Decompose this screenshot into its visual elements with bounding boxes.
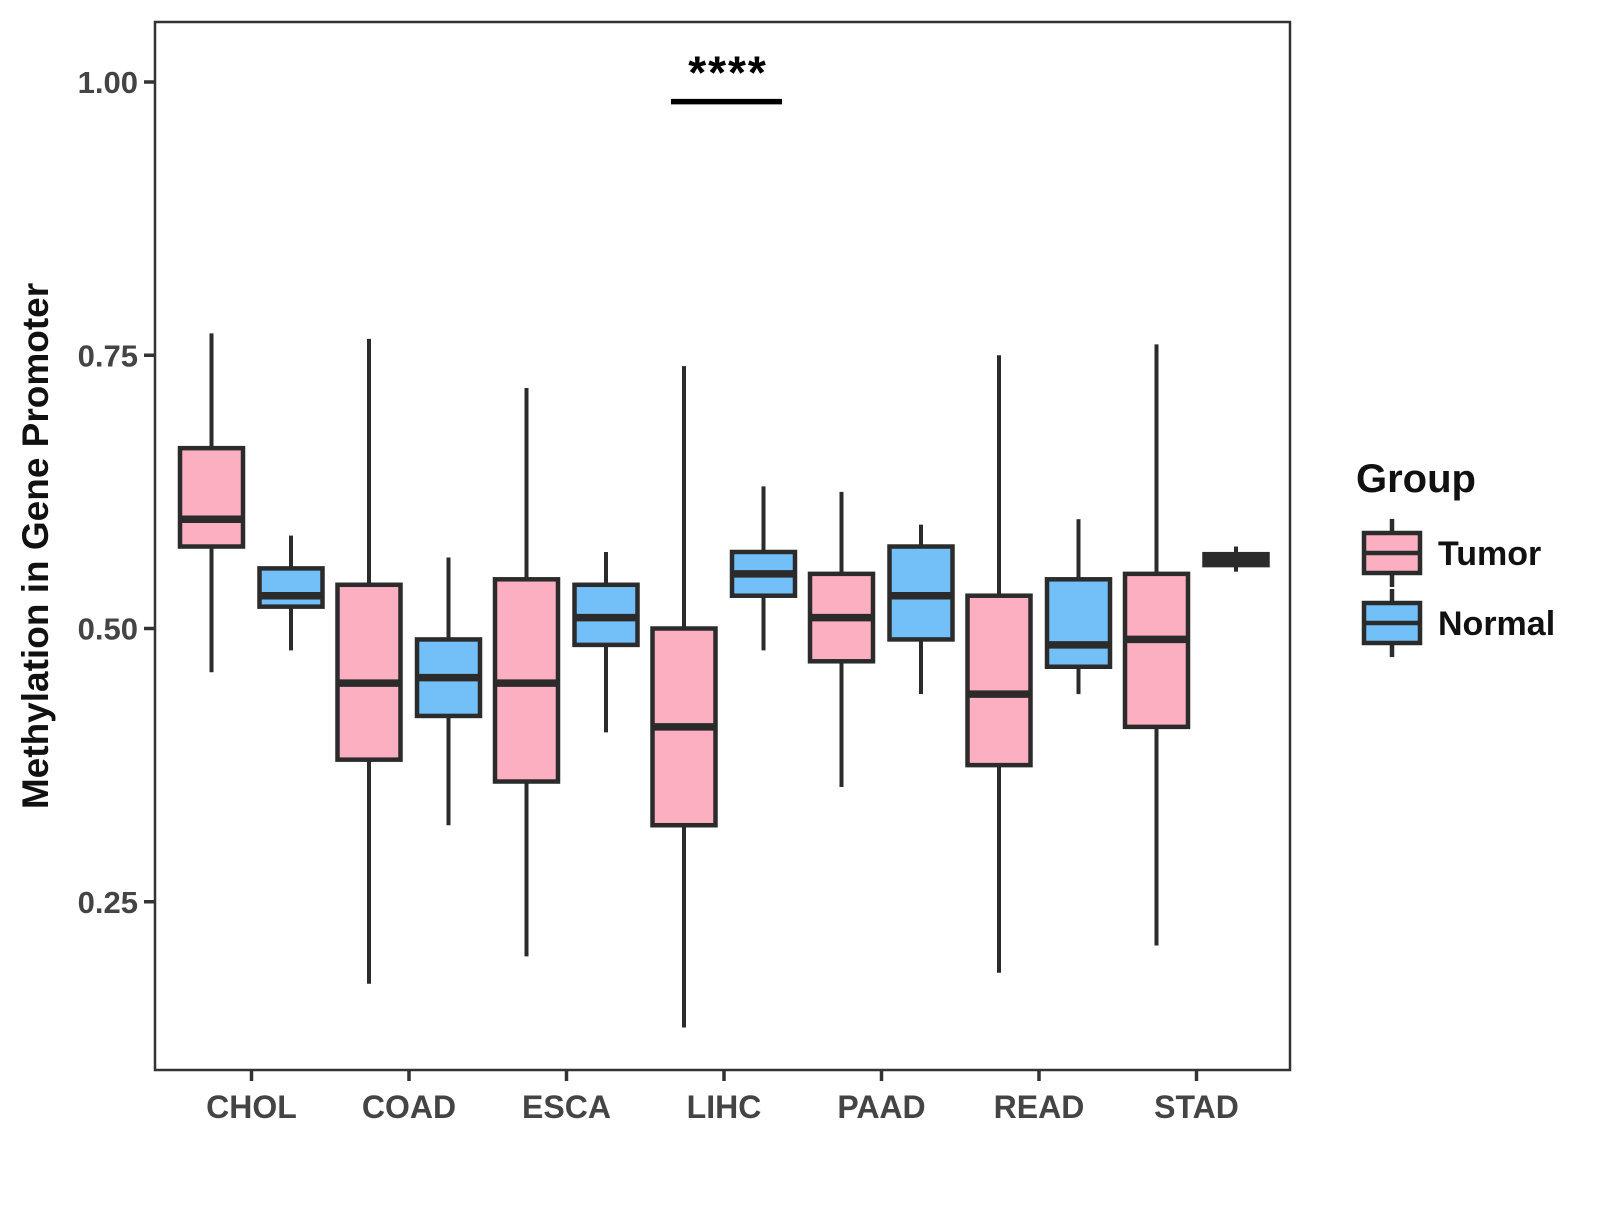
- iqr-box: [335, 582, 403, 762]
- boxplot-layer: [177, 333, 1270, 1028]
- box-read-normal: [1044, 519, 1113, 695]
- iqr-box: [965, 593, 1033, 768]
- box-coad-normal: [414, 557, 483, 826]
- x-tick-label: PAAD: [837, 1089, 925, 1125]
- iqr-box: [1044, 577, 1113, 670]
- box-chol-normal: [257, 535, 325, 651]
- y-axis-title: Methylation in Gene Promoter: [15, 283, 56, 809]
- box-lihc-tumor: [650, 366, 718, 1028]
- box-paad-tumor: [807, 491, 876, 787]
- x-tick-label: LIHC: [687, 1089, 762, 1125]
- legend-key-normal: [1361, 589, 1423, 657]
- x-tick-label: STAD: [1154, 1089, 1239, 1125]
- box-stad-normal: [1202, 546, 1270, 572]
- plot-panel-border: [153, 20, 1292, 1072]
- x-tick-label: COAD: [362, 1089, 456, 1125]
- box-chol-tumor: [177, 333, 246, 673]
- x-tick-label: READ: [994, 1089, 1085, 1125]
- box-stad-tumor: [1122, 344, 1191, 946]
- legend-label-normal: Normal: [1438, 605, 1555, 643]
- box-esca-tumor: [492, 388, 561, 957]
- y-tick-label: 1.00: [78, 65, 138, 100]
- legend-key-tumor: [1361, 519, 1423, 587]
- iqr-box: [1122, 571, 1191, 730]
- box-paad-normal: [887, 524, 955, 695]
- iqr-box: [177, 445, 246, 549]
- box-lihc-normal: [729, 486, 798, 651]
- legend-title: Group: [1356, 457, 1476, 501]
- significance-stars: ****: [688, 47, 768, 99]
- legend-label-tumor: Tumor: [1438, 535, 1541, 573]
- legend-glyphs-layer: [1361, 519, 1423, 657]
- box-coad-tumor: [335, 338, 403, 984]
- x-tick-label: ESCA: [522, 1089, 611, 1125]
- box-read-tumor: [965, 355, 1033, 973]
- x-tick-label: CHOL: [206, 1089, 297, 1125]
- y-tick-label: 0.75: [78, 338, 138, 373]
- iqr-box: [257, 566, 325, 609]
- y-tick-label: 0.50: [78, 612, 138, 647]
- box-esca-normal: [572, 551, 640, 733]
- y-tick-label: 0.25: [78, 885, 138, 920]
- axes-layer: 0.25 0.50 0.75 1.00 CHOL COAD ESCA LIHC PAAD READ…: [78, 65, 1239, 1125]
